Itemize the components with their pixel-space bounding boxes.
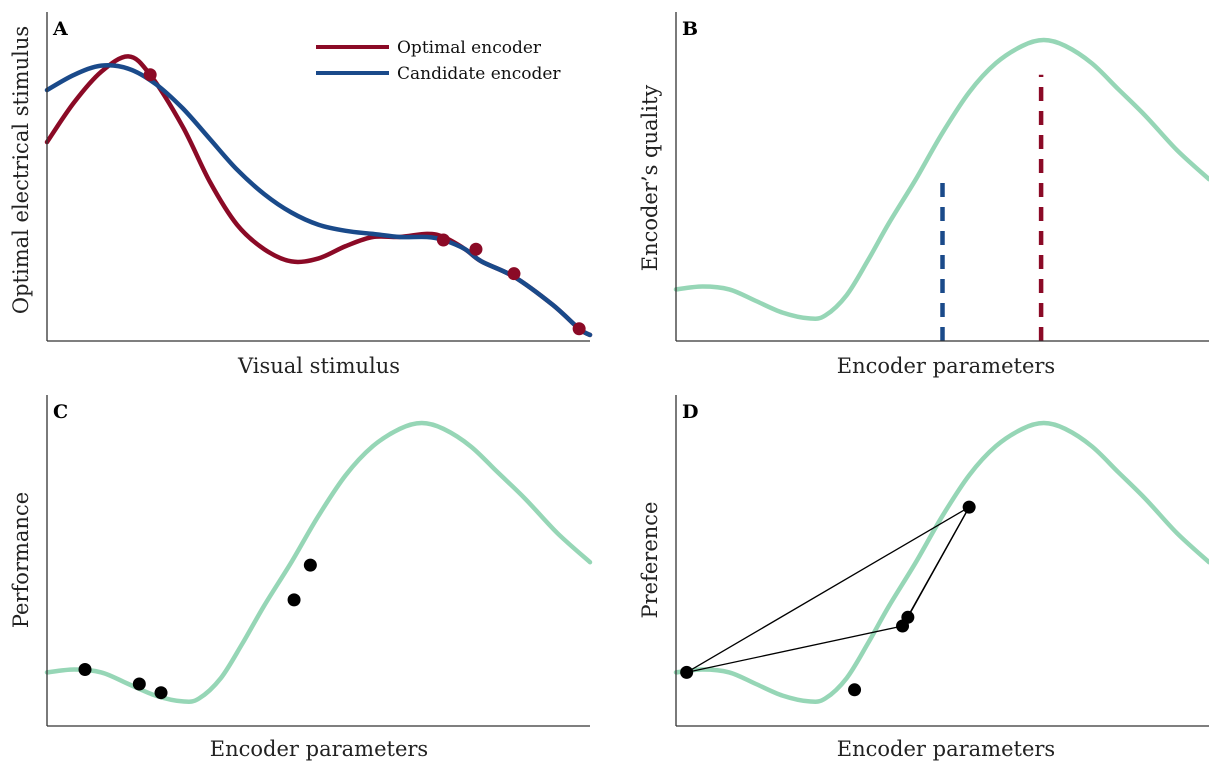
legend-label-optimal: Optimal encoder xyxy=(397,38,542,58)
panel-d-data-point xyxy=(680,665,694,679)
panel-a-letter: A xyxy=(52,18,68,40)
panel-d-comparison-link xyxy=(907,506,970,618)
panel-d-data-point xyxy=(901,610,915,624)
panel-b-ylabel: Encoder’s quality xyxy=(638,85,662,272)
panel-a-data-point xyxy=(436,233,450,247)
panel-b-quality-curve xyxy=(673,37,1209,321)
panel-a-ylabel: Optimal electrical stimulus xyxy=(9,26,33,314)
panel-d-letter: D xyxy=(682,401,698,423)
panel-a-candidate-encoder-line xyxy=(44,62,593,338)
panel-a-xlabel: Visual stimulus xyxy=(237,354,400,378)
panel-d-data-point xyxy=(848,683,862,697)
panel-d-comparison-link xyxy=(686,625,903,674)
panel-c-data-point xyxy=(132,677,146,691)
legend-label-candidate: Candidate encoder xyxy=(397,64,561,84)
panel-d-quality-curve xyxy=(673,420,1209,704)
panel-d-comparison-link xyxy=(686,506,970,673)
panel-b: B Encoder parameters Encoder’s quality xyxy=(638,12,1209,378)
panel-c-ylabel: Performance xyxy=(9,492,33,628)
panel-c-data-point xyxy=(287,593,301,607)
panel-a-data-point xyxy=(572,322,586,336)
panel-c-quality-curve xyxy=(44,420,593,704)
panel-c-data-point xyxy=(303,558,317,572)
panel-c-letter: C xyxy=(53,401,68,423)
panel-a-optimal-encoder-line xyxy=(44,54,593,338)
panel-a-data-point xyxy=(507,267,521,281)
panel-c-xlabel: Encoder parameters xyxy=(210,737,428,761)
panel-d-data-point xyxy=(962,500,976,514)
panel-b-letter: B xyxy=(682,18,698,40)
panel-c-data-point xyxy=(154,686,168,700)
panel-b-xlabel: Encoder parameters xyxy=(837,354,1055,378)
panel-c: C Encoder parameters Performance xyxy=(9,395,593,761)
panel-d-xlabel: Encoder parameters xyxy=(837,737,1055,761)
panel-d-ylabel: Preference xyxy=(638,502,662,619)
legend: Optimal encoder Candidate encoder xyxy=(316,38,561,84)
panel-a-data-point xyxy=(469,242,483,256)
panel-a: A Visual stimulus Optimal electrical sti… xyxy=(9,12,593,378)
panel-d: D Encoder parameters Preference xyxy=(638,395,1209,761)
panel-c-data-point xyxy=(78,663,92,676)
panel-a-data-point xyxy=(143,68,157,82)
